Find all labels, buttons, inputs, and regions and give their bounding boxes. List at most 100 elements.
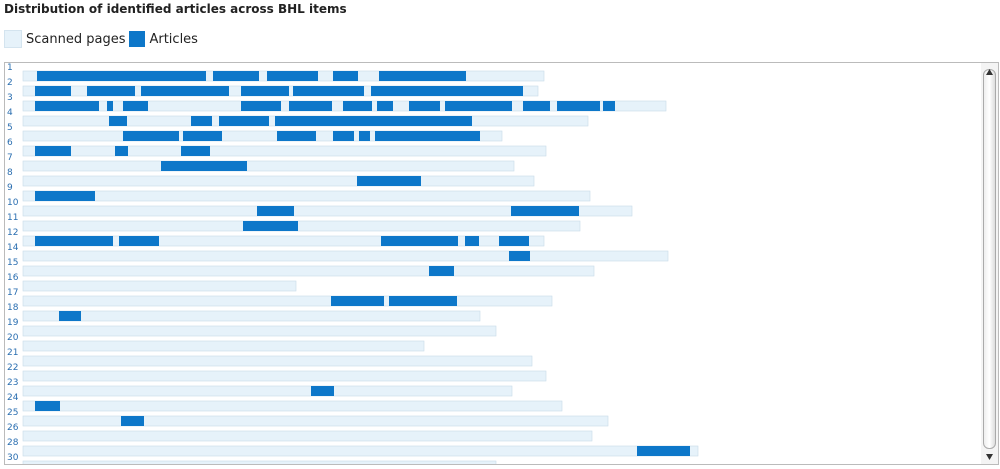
article-bar <box>511 206 579 216</box>
article-bar <box>161 161 247 171</box>
scanned-pages-bar <box>22 340 425 352</box>
article-bar <box>257 206 294 216</box>
row-label: 18 <box>7 303 19 313</box>
scanned-pages-bar <box>22 310 481 322</box>
scanned-pages-bar <box>22 460 497 464</box>
row-label: 7 <box>7 153 13 163</box>
article-bar <box>267 71 318 81</box>
row-label: 19 <box>7 318 19 328</box>
row-label: 1 <box>7 63 13 73</box>
scrollbar[interactable] <box>981 62 999 465</box>
article-bar <box>343 101 372 111</box>
scanned-pages-bar <box>22 430 593 442</box>
scanned-pages-bar <box>22 295 553 307</box>
article-bar <box>59 311 81 321</box>
article-bar <box>379 71 466 81</box>
legend-swatch <box>129 31 146 47</box>
article-bar <box>311 386 334 396</box>
row-label: 30 <box>7 453 19 463</box>
scanned-pages-bar <box>22 220 581 232</box>
article-bar <box>381 236 458 246</box>
row-label: 20 <box>7 333 19 343</box>
article-bar <box>141 86 229 96</box>
scanned-pages-bar <box>22 145 547 157</box>
row-label: 8 <box>7 168 13 178</box>
scroll-arrows <box>986 69 993 460</box>
article-bar <box>109 116 127 126</box>
row-label: 11 <box>7 213 18 223</box>
article-bar <box>213 71 259 81</box>
scanned-pages-bar <box>22 355 533 367</box>
row-label: 10 <box>7 198 19 208</box>
scanned-pages-bar <box>22 175 535 187</box>
article-bar <box>241 86 289 96</box>
article-bar <box>243 221 298 231</box>
row-label: 4 <box>7 108 13 118</box>
article-bar <box>123 101 148 111</box>
scanned-pages-bar <box>22 130 503 142</box>
article-bar <box>107 101 113 111</box>
legend-label: Articles <box>149 31 198 47</box>
row-label: 25 <box>7 408 18 418</box>
article-bar <box>119 236 159 246</box>
article-bar <box>87 86 135 96</box>
legend-swatch <box>4 30 22 48</box>
article-bar <box>603 101 615 111</box>
row-label: 3 <box>7 93 13 103</box>
article-bar <box>275 116 472 126</box>
row-label: 5 <box>7 123 13 133</box>
article-bar <box>115 146 128 156</box>
article-bar <box>357 176 421 186</box>
article-bar <box>409 101 440 111</box>
row-label: 28 <box>7 438 19 448</box>
row-label: 21 <box>7 348 18 358</box>
article-bar <box>445 101 512 111</box>
article-bar <box>333 131 354 141</box>
row-label: 16 <box>7 273 19 283</box>
article-bar <box>241 101 281 111</box>
article-bar <box>377 101 393 111</box>
row-label: 14 <box>7 243 19 253</box>
article-bar <box>277 131 316 141</box>
article-bar <box>523 101 550 111</box>
chart: 1234567891011121415161718192021222324252… <box>7 63 699 464</box>
article-bar <box>293 86 364 96</box>
article-bar <box>35 191 95 201</box>
article-bar <box>191 116 212 126</box>
article-bar <box>557 101 600 111</box>
scanned-pages-bar <box>22 370 547 382</box>
scanned-pages-bar <box>22 325 497 337</box>
row-label: 9 <box>7 183 13 193</box>
article-bar <box>37 71 206 81</box>
scanned-pages-bar <box>22 415 609 427</box>
article-bar <box>331 296 384 306</box>
article-bar <box>123 131 179 141</box>
scanned-pages-bar <box>22 235 545 247</box>
article-bar <box>35 86 71 96</box>
legend: Scanned pages Articles <box>4 30 198 48</box>
article-bar <box>35 101 99 111</box>
row-label: 12 <box>7 228 18 238</box>
article-bar <box>121 416 144 426</box>
article-bar <box>499 236 529 246</box>
scanned-pages-bar <box>22 280 297 292</box>
scanned-pages-bar <box>22 160 515 172</box>
article-bar <box>465 236 479 246</box>
article-bar <box>181 146 210 156</box>
article-bar <box>637 446 690 456</box>
article-bar <box>509 251 530 261</box>
row-label: 15 <box>7 258 18 268</box>
scanned-pages-bar <box>22 445 699 457</box>
legend-label: Scanned pages <box>26 31 126 47</box>
article-bar <box>289 101 332 111</box>
scanned-pages-bar <box>22 265 595 277</box>
article-bar <box>333 71 358 81</box>
row-label: 26 <box>7 423 19 433</box>
row-label: 24 <box>7 393 19 403</box>
article-bar <box>35 146 71 156</box>
row-label: 17 <box>7 288 18 298</box>
row-label: 23 <box>7 378 18 388</box>
article-bar <box>35 401 60 411</box>
scanned-pages-bar <box>22 250 669 262</box>
